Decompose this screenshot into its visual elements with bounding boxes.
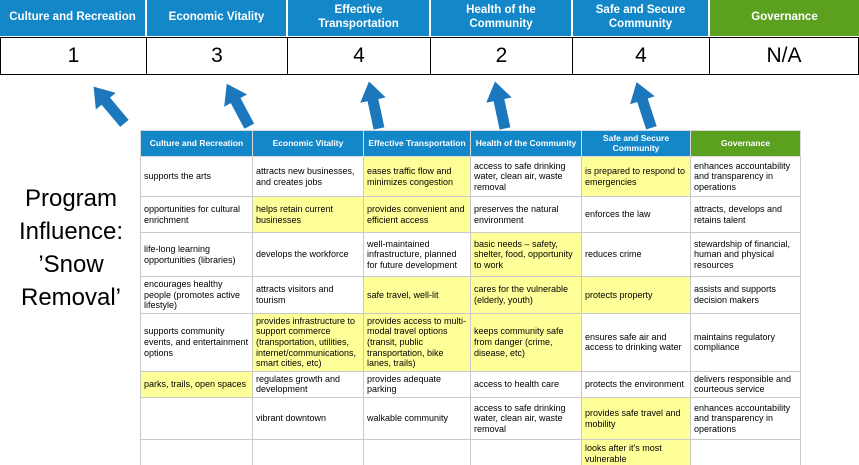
table-header-economic-vitality: Economic Vitality (252, 130, 364, 157)
influence-cell: walkable community (363, 397, 471, 441)
influence-cell: cares for the vulnerable (elderly, youth… (470, 276, 582, 314)
table-header-culture-and-recreation: Culture and Recreation (140, 130, 253, 157)
influence-cell: encourages healthy people (promotes acti… (140, 276, 253, 314)
score-governance: N/A (766, 44, 802, 67)
table-row: supports community events, and entertain… (140, 312, 801, 372)
influence-cell: attracts new businesses, and creates job… (252, 156, 364, 197)
score-row: 1 3 4 2 4 N/A (0, 37, 859, 75)
up-arrow-icon (469, 74, 531, 136)
influence-cell: enforces the law (581, 196, 691, 233)
influence-cell: enhances accountability and transparency… (690, 397, 801, 441)
table-header-governance: Governance (690, 130, 801, 157)
banner-cell-governance: Governance (710, 0, 859, 36)
table-row: opportunities for cultural enrichment hel… (140, 196, 801, 233)
influence-cell: protects property (581, 276, 691, 314)
table-header-effective-transportation: Effective Transportation (363, 130, 471, 157)
influence-cell: parks, trails, open spaces (140, 370, 253, 399)
influence-cell: provides adequate parking (363, 370, 471, 399)
influence-cell: provides convenient and efficient access (363, 196, 471, 233)
score-economic-vitality: 3 (147, 38, 288, 74)
empty-cell (363, 439, 471, 465)
influence-cell: access to safe drinking water, clean air… (470, 397, 582, 441)
influence-cell: supports the arts (140, 156, 253, 197)
table-row: encourages healthy people (promotes acti… (140, 276, 801, 314)
influence-cell: vibrant downtown (252, 397, 364, 441)
table-row: looks after it's most vulnerable (140, 439, 801, 465)
influence-cell: protects the environment (581, 370, 691, 399)
influence-cell: supports community events, and entertain… (140, 312, 253, 372)
program-influence-label: Program Influence: ’Snow Removal’ (18, 185, 124, 312)
table-header-health-of-the-community: Health of the Community (470, 130, 582, 157)
empty-cell (140, 439, 253, 465)
influence-cell: assists and supports decision makers (690, 276, 801, 314)
up-arrow-icon (343, 74, 405, 136)
table-row: parks, trails, open spaces regulates grow… (140, 370, 801, 399)
influence-cell: life-long learning opportunities (librar… (140, 232, 253, 277)
empty-cell (470, 439, 582, 465)
banner-cell-health-of-the-community: Health of the Community (431, 0, 573, 36)
influence-cell: attracts visitors and tourism (252, 276, 364, 314)
influence-cell: delivers responsible and courteous servi… (690, 370, 801, 399)
influence-cell: access to safe drinking water, clean air… (470, 156, 582, 197)
priority-banner: Culture and Recreation Economic Vitality E… (0, 0, 859, 36)
empty-cell (140, 397, 253, 441)
banner-cell-economic-vitality: Economic Vitality (147, 0, 288, 36)
influence-cell: stewardship of financial, human and phys… (690, 232, 801, 277)
table-row: vibrant downtown walkable community access… (140, 397, 801, 441)
table-header-safe-and-secure-community: Safe and Secure Community (581, 130, 691, 157)
influence-cell: keeps community safe from danger (crime,… (470, 312, 582, 372)
influence-cell: enhances accountability and transparency… (690, 156, 801, 197)
banner-cell-safe-and-secure-community: Safe and Secure Community (573, 0, 710, 36)
influence-cell: access to health care (470, 370, 582, 399)
up-arrow-icon (72, 68, 145, 141)
influence-cell: well-maintained infrastructure, planned … (363, 232, 471, 277)
banner-cell-effective-transportation: Effective Transportation (288, 0, 431, 36)
influence-cell: eases traffic flow and minimizes congest… (363, 156, 471, 197)
banner-cell-culture-and-recreation: Culture and Recreation (0, 0, 147, 36)
influence-cell: looks after it's most vulnerable (581, 439, 691, 465)
influence-cell: safe travel, well-lit (363, 276, 471, 314)
influence-cell: provides infrastructure to support comme… (252, 312, 364, 372)
empty-cell (690, 439, 801, 465)
influence-cell: is prepared to respond to emergencies (581, 156, 691, 197)
score-culture-and-recreation: 1 (1, 38, 147, 74)
influence-cell: basic needs – safety, shelter, food, opp… (470, 232, 582, 277)
score-health-of-the-community: 2 (431, 38, 573, 74)
influence-cell: regulates growth and development (252, 370, 364, 399)
influence-cell: attracts, develops and retains talent (690, 196, 801, 233)
table-row: supports the arts attracts new businesses… (140, 156, 801, 197)
empty-cell (252, 439, 364, 465)
score-effective-transportation: 4 (288, 38, 431, 74)
influence-cell: opportunities for cultural enrichment (140, 196, 253, 233)
influence-cell: preserves the natural environment (470, 196, 582, 233)
influence-cell: maintains regulatory compliance (690, 312, 801, 372)
influence-cell: provides access to multi-modal travel op… (363, 312, 471, 372)
table-row: life-long learning opportunities (librar… (140, 232, 801, 277)
influence-cell: reduces crime (581, 232, 691, 277)
up-arrow-icon (611, 72, 677, 138)
influence-cell: develops the workforce (252, 232, 364, 277)
influence-table: Culture and Recreation Economic Vitality E… (140, 130, 801, 465)
score-safe-and-secure-community: 4 (573, 38, 710, 74)
table-header-row: Culture and Recreation Economic Vitality E… (140, 130, 801, 157)
influence-cell: ensures safe air and access to drinking … (581, 312, 691, 372)
influence-cell: helps retain current businesses (252, 196, 364, 233)
influence-cell: provides safe travel and mobility (581, 397, 691, 441)
